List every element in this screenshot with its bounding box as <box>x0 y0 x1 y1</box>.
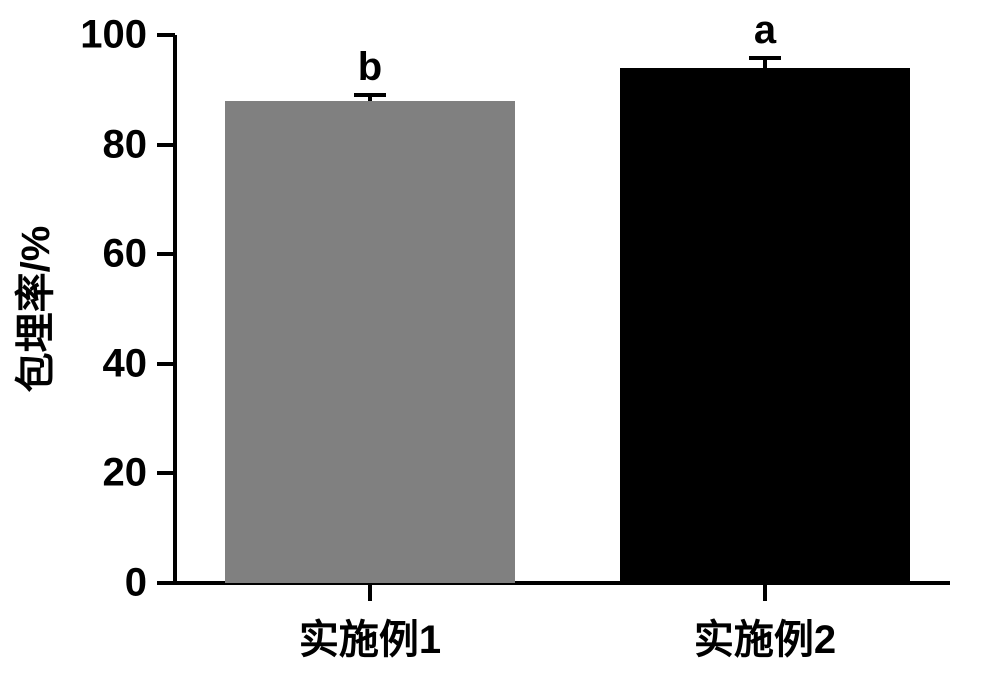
y-tick <box>157 581 175 585</box>
y-tick <box>157 362 175 366</box>
y-tick-label: 60 <box>47 232 147 277</box>
error-bar-cap <box>354 93 386 97</box>
significance-label: a <box>754 8 776 53</box>
error-bar-cap <box>749 56 781 60</box>
y-tick <box>157 33 175 37</box>
y-tick-label: 80 <box>47 122 147 167</box>
x-tick <box>763 583 767 601</box>
x-tick-label: 实施例1 <box>299 607 441 665</box>
x-tick-label: 实施例2 <box>694 607 836 665</box>
y-tick-label: 20 <box>47 451 147 496</box>
y-tick <box>157 471 175 475</box>
plot-area: 020406080100实施例1b实施例2a <box>175 35 950 583</box>
y-tick-label: 100 <box>47 13 147 58</box>
y-tick <box>157 252 175 256</box>
y-tick <box>157 143 175 147</box>
x-tick <box>368 583 372 601</box>
y-tick-label: 0 <box>47 561 147 606</box>
bar-chart: 包埋率/% 020406080100实施例1b实施例2a <box>0 0 1000 673</box>
bar <box>620 68 910 583</box>
significance-label: b <box>358 45 382 90</box>
y-axis-line <box>173 35 177 583</box>
y-tick-label: 40 <box>47 341 147 386</box>
bar <box>225 101 515 583</box>
